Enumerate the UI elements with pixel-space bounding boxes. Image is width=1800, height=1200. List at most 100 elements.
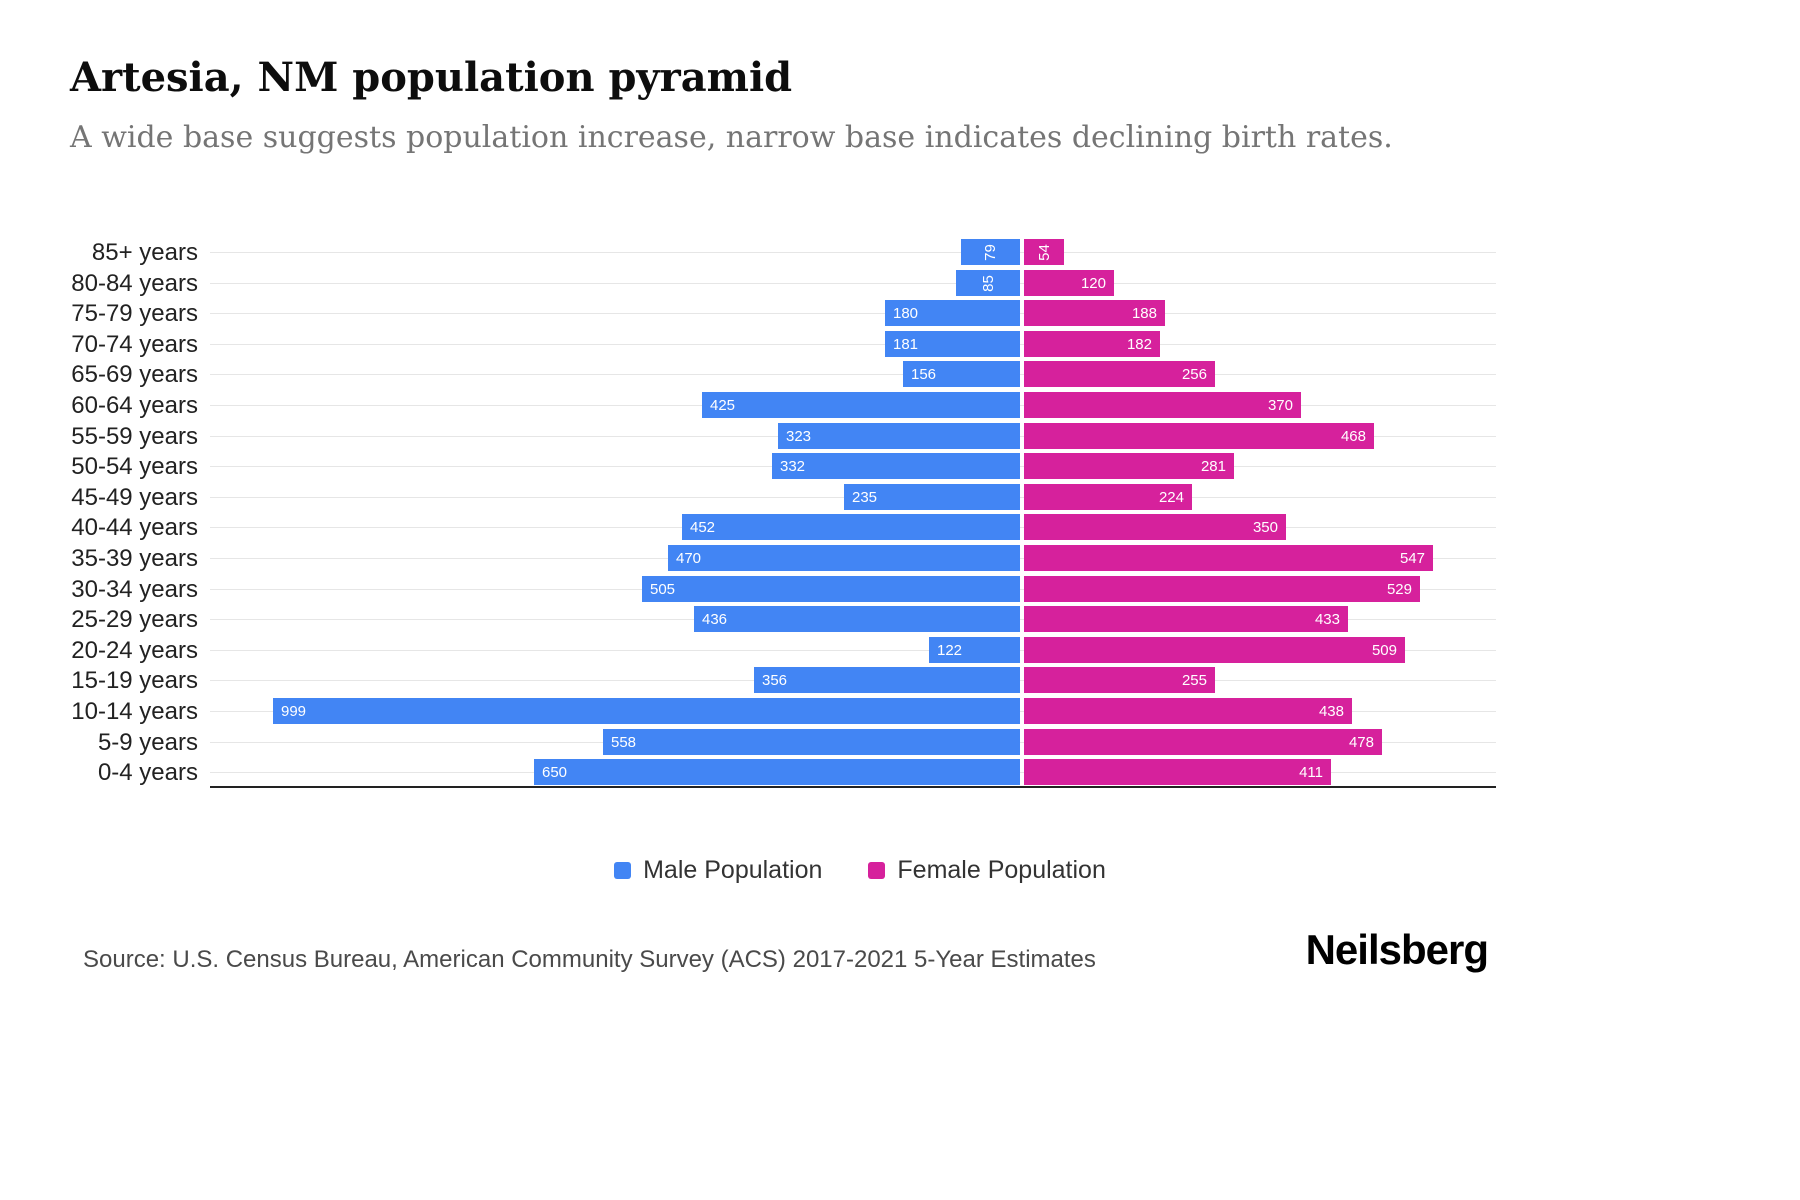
legend: Male Population Female Population bbox=[0, 856, 1720, 885]
bar-value-label: 509 bbox=[1371, 641, 1397, 659]
bar-value-label: 999 bbox=[281, 702, 307, 720]
age-label: 60-64 years bbox=[71, 391, 198, 419]
male-bar[interactable]: 79 bbox=[961, 239, 1020, 265]
bar-value-label: 235 bbox=[852, 488, 878, 506]
female-bar[interactable]: 370 bbox=[1024, 392, 1301, 418]
source-text: Source: U.S. Census Bureau, American Com… bbox=[83, 946, 1096, 973]
age-label: 70-74 years bbox=[71, 330, 198, 358]
bar-value-label: 438 bbox=[1318, 702, 1344, 720]
female-bar[interactable]: 54 bbox=[1024, 239, 1064, 265]
bar-value-label: 425 bbox=[710, 396, 736, 414]
female-bar[interactable]: 188 bbox=[1024, 300, 1165, 326]
bar-value-label: 433 bbox=[1314, 610, 1340, 628]
male-bar[interactable]: 999 bbox=[273, 698, 1020, 724]
male-bar[interactable]: 356 bbox=[754, 667, 1020, 693]
bar-value-label: 529 bbox=[1386, 580, 1412, 598]
male-bar[interactable]: 558 bbox=[603, 729, 1020, 755]
male-bar[interactable]: 156 bbox=[903, 361, 1020, 387]
female-bar[interactable]: 547 bbox=[1024, 545, 1433, 571]
male-bar[interactable]: 425 bbox=[702, 392, 1020, 418]
bar-value-label: 281 bbox=[1200, 457, 1226, 475]
legend-label-female: Female Population bbox=[897, 856, 1106, 884]
age-label: 85+ years bbox=[91, 238, 198, 266]
gridline bbox=[210, 650, 1496, 651]
age-label: 5-9 years bbox=[97, 728, 198, 756]
bar-value-label: 650 bbox=[542, 763, 568, 781]
gridline bbox=[210, 374, 1496, 375]
bar-value-label: 181 bbox=[893, 335, 919, 353]
bar-value-label: 470 bbox=[676, 549, 702, 567]
male-bar[interactable]: 650 bbox=[534, 759, 1020, 785]
male-bar[interactable]: 470 bbox=[668, 545, 1020, 571]
female-bar[interactable]: 529 bbox=[1024, 576, 1420, 602]
bar-value-label: 436 bbox=[702, 610, 728, 628]
bar-value-label: 452 bbox=[690, 518, 716, 536]
male-bar[interactable]: 332 bbox=[772, 453, 1020, 479]
age-label: 45-49 years bbox=[71, 483, 198, 511]
bar-value-label: 188 bbox=[1131, 304, 1157, 322]
female-bar[interactable]: 509 bbox=[1024, 637, 1405, 663]
age-label: 30-34 years bbox=[71, 575, 198, 603]
male-bar[interactable]: 436 bbox=[694, 606, 1020, 632]
bar-value-label: 156 bbox=[911, 365, 937, 383]
female-bar[interactable]: 224 bbox=[1024, 484, 1192, 510]
bar-value-label: 411 bbox=[1299, 763, 1323, 781]
bar-value-label: 54 bbox=[1035, 243, 1053, 261]
female-bar[interactable]: 478 bbox=[1024, 729, 1382, 755]
male-bar[interactable]: 323 bbox=[778, 423, 1020, 449]
plot-area: 85+ years 79 54 80-84 years 85 120 75-79 years… bbox=[0, 237, 1800, 788]
female-bar[interactable]: 182 bbox=[1024, 331, 1160, 357]
bar-value-label: 182 bbox=[1126, 335, 1152, 353]
x-axis-line bbox=[210, 786, 1496, 788]
bar-value-label: 468 bbox=[1340, 427, 1366, 445]
age-label: 20-24 years bbox=[71, 636, 198, 664]
age-label: 80-84 years bbox=[71, 269, 198, 297]
bar-value-label: 224 bbox=[1158, 488, 1184, 506]
gridline bbox=[210, 344, 1496, 345]
female-bar[interactable]: 438 bbox=[1024, 698, 1352, 724]
female-bar[interactable]: 433 bbox=[1024, 606, 1348, 632]
bar-value-label: 505 bbox=[650, 580, 676, 598]
legend-item-female[interactable]: Female Population bbox=[868, 856, 1106, 885]
legend-item-male[interactable]: Male Population bbox=[614, 856, 822, 885]
bar-value-label: 85 bbox=[979, 274, 997, 292]
male-bar[interactable]: 505 bbox=[642, 576, 1020, 602]
bar-value-label: 356 bbox=[762, 671, 788, 689]
bar-value-label: 122 bbox=[937, 641, 963, 659]
female-bar[interactable]: 281 bbox=[1024, 453, 1234, 479]
bar-value-label: 255 bbox=[1181, 671, 1207, 689]
female-bar[interactable]: 350 bbox=[1024, 514, 1286, 540]
female-bar[interactable]: 411 bbox=[1024, 759, 1331, 785]
male-legend-swatch-icon bbox=[614, 862, 632, 879]
page-subtitle: A wide base suggests population increase… bbox=[70, 120, 1393, 155]
bar-value-label: 120 bbox=[1080, 274, 1106, 292]
age-label: 40-44 years bbox=[71, 513, 198, 541]
gridline bbox=[210, 313, 1496, 314]
female-bar[interactable]: 255 bbox=[1024, 667, 1215, 693]
male-bar[interactable]: 235 bbox=[844, 484, 1020, 510]
female-legend-swatch-icon bbox=[868, 862, 886, 879]
bar-value-label: 350 bbox=[1252, 518, 1278, 536]
bar-value-label: 79 bbox=[982, 243, 999, 261]
female-bar[interactable]: 120 bbox=[1024, 270, 1114, 296]
bar-value-label: 558 bbox=[611, 733, 637, 751]
male-bar[interactable]: 122 bbox=[929, 637, 1020, 663]
bar-value-label: 478 bbox=[1348, 733, 1374, 751]
bar-value-label: 547 bbox=[1399, 549, 1425, 567]
male-bar[interactable]: 85 bbox=[956, 270, 1020, 296]
age-label: 65-69 years bbox=[71, 360, 198, 388]
female-bar[interactable]: 256 bbox=[1024, 361, 1215, 387]
male-bar[interactable]: 452 bbox=[682, 514, 1020, 540]
male-bar[interactable]: 181 bbox=[885, 331, 1020, 357]
female-bar[interactable]: 468 bbox=[1024, 423, 1374, 449]
age-label: 55-59 years bbox=[71, 422, 198, 450]
age-label: 35-39 years bbox=[71, 544, 198, 572]
page-title: Artesia, NM population pyramid bbox=[70, 54, 793, 101]
age-label: 75-79 years bbox=[71, 299, 198, 327]
age-label: 10-14 years bbox=[71, 697, 198, 725]
male-bar[interactable]: 180 bbox=[885, 300, 1020, 326]
age-label: 50-54 years bbox=[71, 452, 198, 480]
legend-label-male: Male Population bbox=[643, 856, 823, 884]
bar-value-label: 323 bbox=[786, 427, 812, 445]
